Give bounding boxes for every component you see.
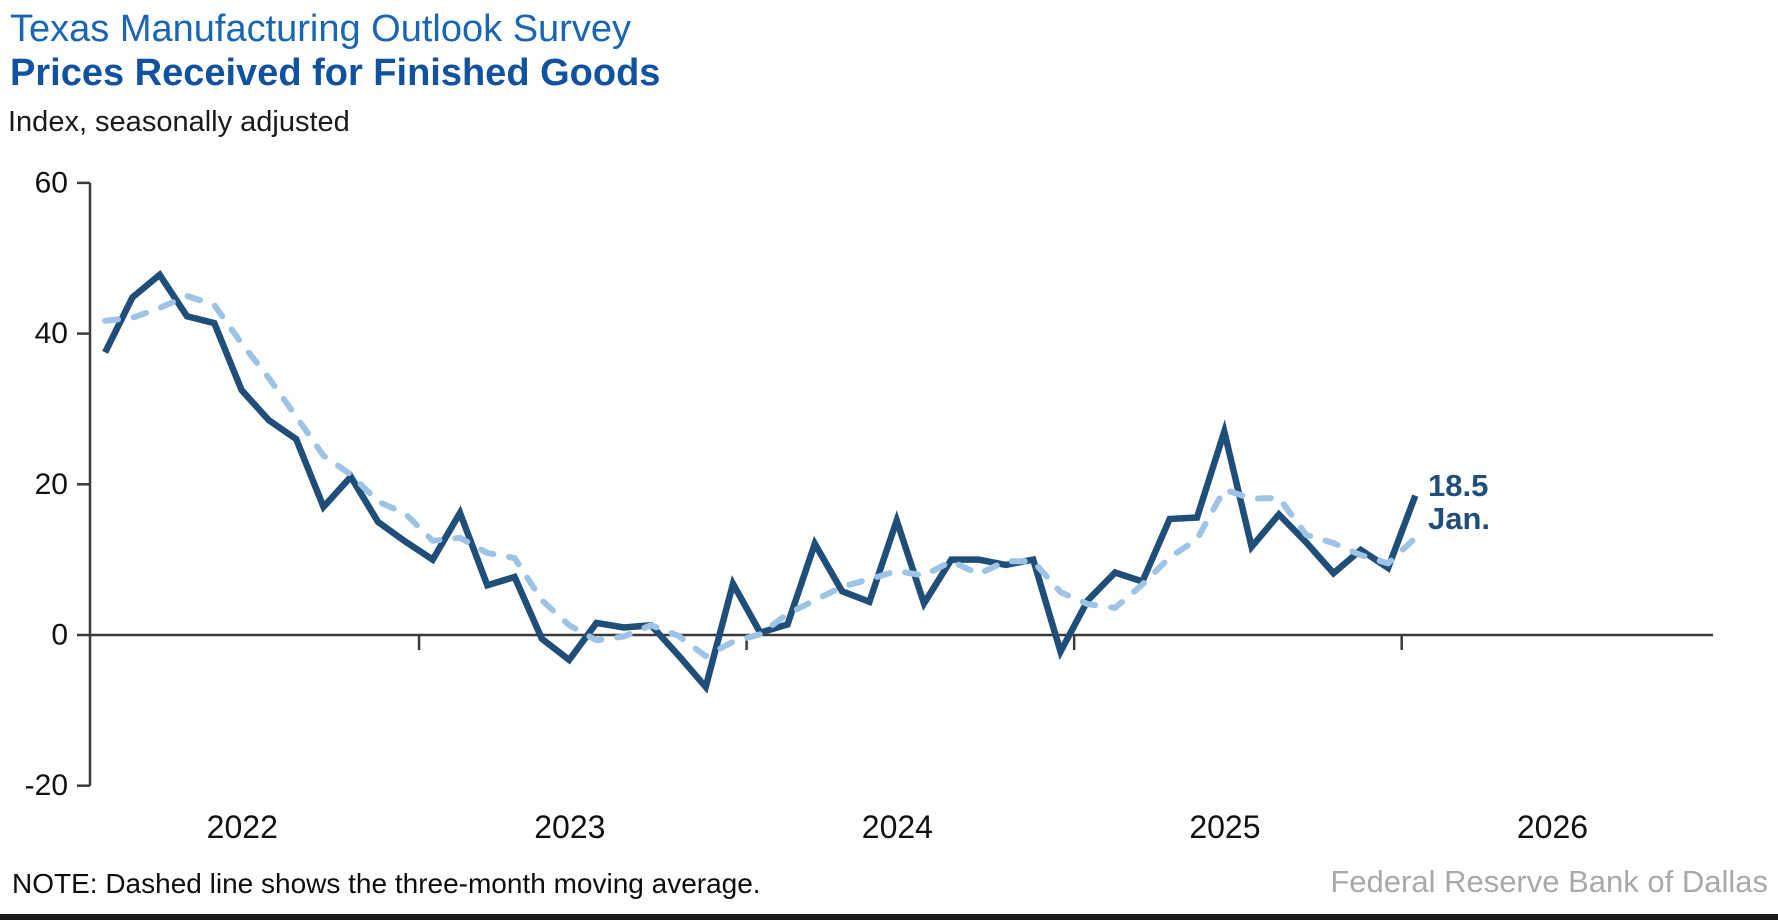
last-point-month: Jan.: [1428, 500, 1491, 536]
chart-title: Texas Manufacturing Outlook Survey: [10, 8, 631, 50]
y-axis-tick-label: -20: [25, 769, 68, 802]
x-axis-year-label: 2022: [207, 809, 278, 845]
y-axis-units-label: Index, seasonally adjusted: [8, 106, 350, 138]
last-point-annotation: 18.5 Jan.: [1428, 468, 1491, 536]
x-axis-year-label: 2026: [1517, 809, 1588, 845]
bottom-border-bar: [0, 914, 1778, 920]
moving-average-dashed-line: [102, 292, 1419, 660]
chart-subtitle: Prices Received for Finished Goods: [10, 52, 661, 94]
y-axis-tick-label: 20: [35, 468, 68, 501]
source-attribution: Federal Reserve Bank of Dallas: [1330, 864, 1768, 899]
monthly-series-line: [102, 269, 1419, 694]
y-axis-tick-label: 40: [35, 317, 68, 350]
y-axis-tick-label: 60: [35, 166, 68, 199]
footnote: NOTE: Dashed line shows the three-month …: [12, 868, 761, 899]
x-axis-year-label: 2025: [1189, 809, 1260, 845]
x-axis-year-label: 2023: [534, 809, 605, 845]
last-point-value: 18.5: [1428, 468, 1489, 503]
x-axis-year-label: 2024: [862, 809, 933, 845]
y-axis-tick-label: 0: [51, 619, 68, 652]
